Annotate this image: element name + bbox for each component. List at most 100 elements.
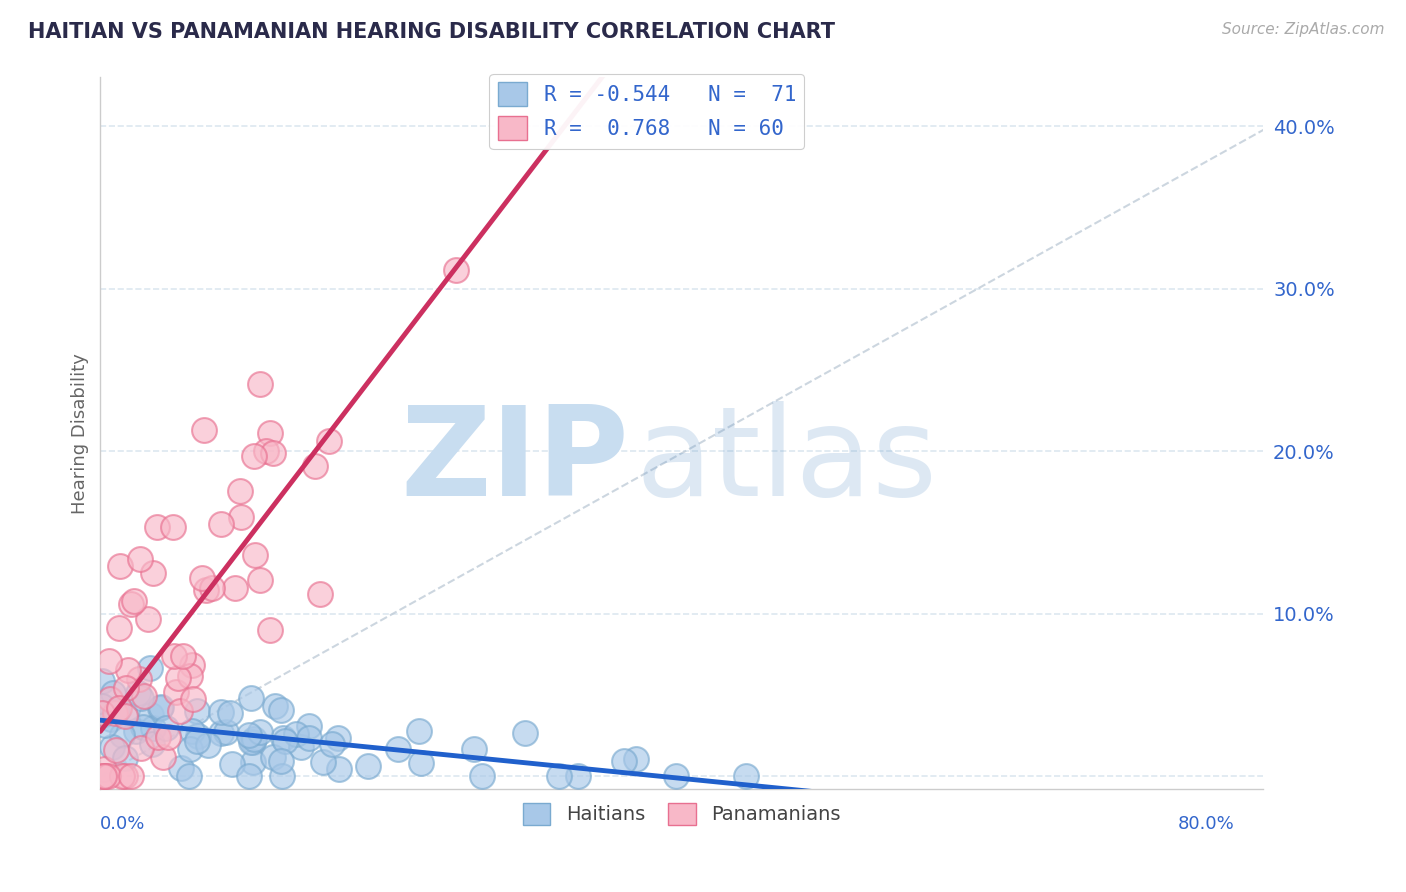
Point <box>132 690 155 704</box>
Point <box>90 698 112 713</box>
Point <box>613 754 636 768</box>
Point <box>90 706 112 720</box>
Point <box>224 582 246 596</box>
Point <box>162 520 184 534</box>
Point <box>90 769 112 783</box>
Point <box>409 756 432 770</box>
Point <box>195 582 218 597</box>
Point <box>93 762 115 776</box>
Point <box>239 735 262 749</box>
Point <box>311 756 333 770</box>
Point <box>270 703 292 717</box>
Point <box>238 769 260 783</box>
Text: Source: ZipAtlas.com: Source: ZipAtlas.com <box>1222 22 1385 37</box>
Text: 80.0%: 80.0% <box>1178 815 1234 833</box>
Point <box>149 700 172 714</box>
Point <box>259 623 281 637</box>
Point <box>259 425 281 440</box>
Point <box>243 731 266 746</box>
Point <box>214 724 236 739</box>
Point <box>221 756 243 771</box>
Point <box>141 737 163 751</box>
Point <box>239 691 262 706</box>
Point <box>142 721 165 735</box>
Point <box>101 686 124 700</box>
Point <box>93 707 115 722</box>
Point <box>290 739 312 754</box>
Point <box>193 424 215 438</box>
Point <box>179 669 201 683</box>
Point <box>94 718 117 732</box>
Text: HAITIAN VS PANAMANIAN HEARING DISABILITY CORRELATION CHART: HAITIAN VS PANAMANIAN HEARING DISABILITY… <box>28 22 835 42</box>
Point <box>105 704 128 718</box>
Point <box>243 450 266 464</box>
Point <box>463 742 485 756</box>
Point <box>209 516 232 531</box>
Point <box>166 671 188 685</box>
Point <box>177 769 200 783</box>
Point <box>148 730 170 744</box>
Point <box>209 705 232 719</box>
Point <box>91 673 114 688</box>
Point <box>101 739 124 754</box>
Point <box>624 752 647 766</box>
Point <box>146 520 169 534</box>
Point <box>297 719 319 733</box>
Point <box>100 712 122 726</box>
Point <box>326 731 349 746</box>
Point <box>152 750 174 764</box>
Point <box>242 735 264 749</box>
Point <box>309 587 332 601</box>
Text: ZIP: ZIP <box>401 401 630 523</box>
Point <box>245 548 267 562</box>
Point <box>263 698 285 713</box>
Point <box>471 769 494 783</box>
Point <box>108 558 131 573</box>
Point <box>157 730 180 744</box>
Point <box>128 552 150 566</box>
Point <box>94 769 117 783</box>
Point <box>567 769 589 783</box>
Point <box>98 654 121 668</box>
Point <box>548 769 571 783</box>
Point <box>209 726 232 740</box>
Y-axis label: Hearing Disability: Hearing Disability <box>72 353 89 514</box>
Point <box>229 510 252 524</box>
Point <box>219 706 242 720</box>
Point <box>229 484 252 499</box>
Point <box>173 649 195 664</box>
Point <box>149 700 172 714</box>
Point <box>321 737 343 751</box>
Point <box>408 724 430 739</box>
Point <box>254 443 277 458</box>
Point <box>262 749 284 764</box>
Point <box>114 769 136 783</box>
Point <box>357 759 380 773</box>
Point <box>98 692 121 706</box>
Point <box>328 762 350 776</box>
Point <box>242 755 264 769</box>
Point <box>141 707 163 722</box>
Point <box>197 738 219 752</box>
Point <box>513 725 536 739</box>
Point <box>110 769 132 783</box>
Point <box>270 754 292 768</box>
Point <box>97 769 120 783</box>
Point <box>179 742 201 756</box>
Point <box>163 649 186 664</box>
Point <box>169 704 191 718</box>
Point <box>446 262 468 277</box>
Point <box>115 681 138 696</box>
Point <box>117 663 139 677</box>
Point <box>111 728 134 742</box>
Legend: Haitians, Panamanians: Haitians, Panamanians <box>515 795 848 833</box>
Text: 0.0%: 0.0% <box>100 815 146 833</box>
Point <box>131 740 153 755</box>
Point <box>318 434 340 449</box>
Point <box>271 769 294 783</box>
Text: atlas: atlas <box>636 401 938 523</box>
Point <box>124 723 146 738</box>
Point <box>103 706 125 721</box>
Point <box>238 728 260 742</box>
Point <box>120 597 142 611</box>
